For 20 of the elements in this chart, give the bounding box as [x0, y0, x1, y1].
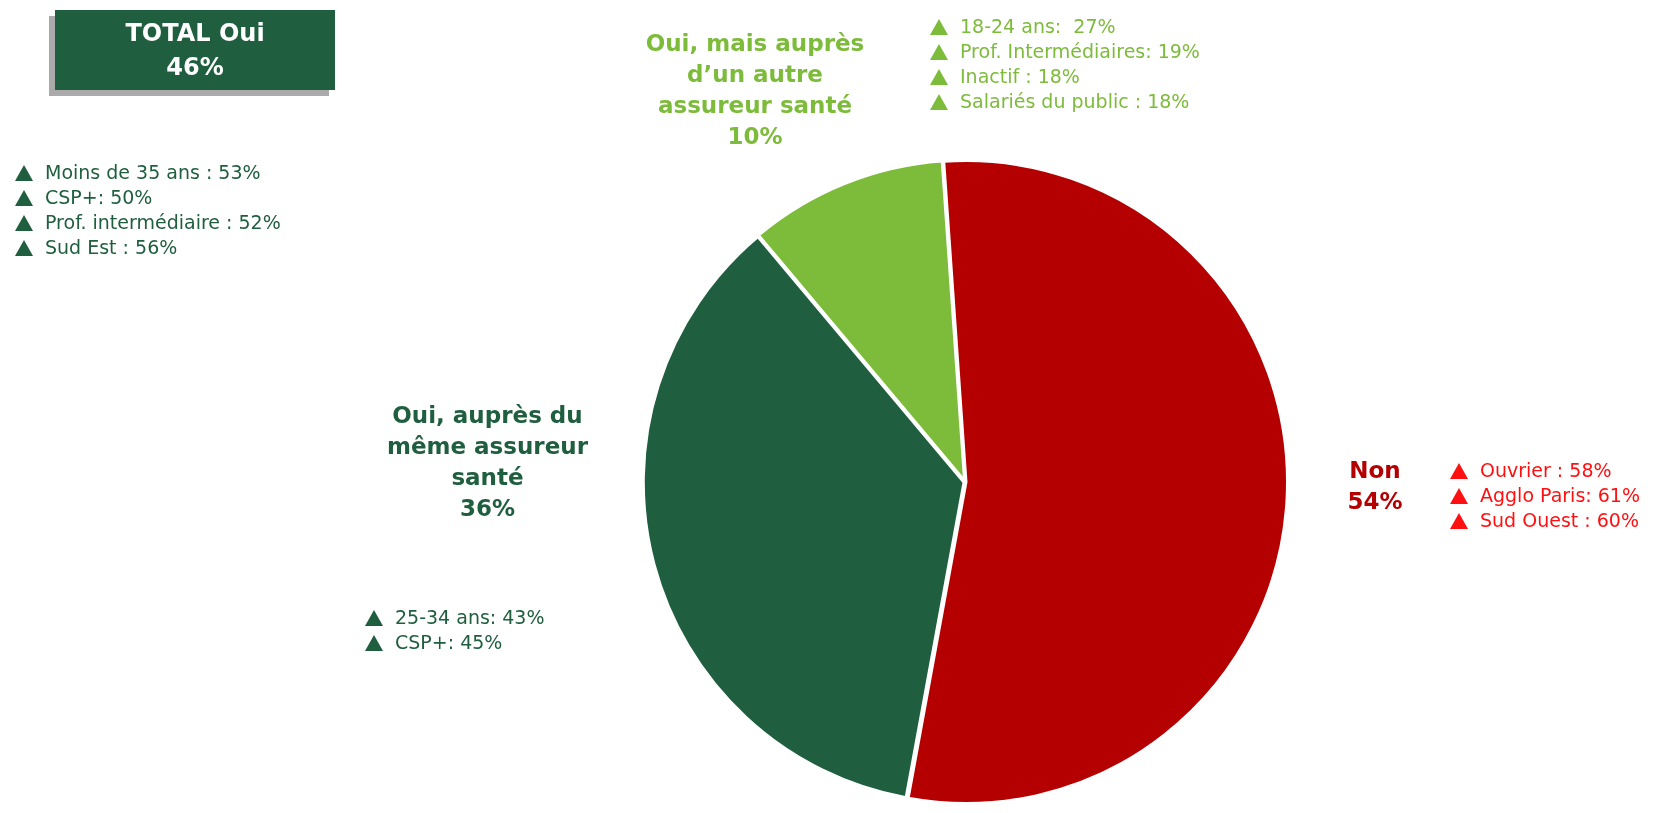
data-label: 10%: [727, 123, 783, 149]
text: Salariés du public : 18%: [960, 89, 1190, 114]
text: CSP+: 45%: [395, 630, 503, 655]
text: Sud Est : 56%: [45, 235, 178, 260]
slice-label: Non: [1349, 457, 1401, 483]
slice-label: Oui, auprès du même assureur santé: [386, 402, 589, 490]
text: Inactif : 18%: [960, 64, 1080, 89]
data-label: 36%: [459, 495, 516, 521]
text: CSP+: 50%: [45, 185, 153, 210]
text: Ouvrier : 58%: [1480, 458, 1612, 483]
text: Sud Ouest : 60%: [1480, 508, 1639, 533]
slice-label: Oui, mais auprès d’un autre assureur santé: [645, 30, 865, 118]
text: Agglo Paris: 61%: [1480, 483, 1640, 508]
text: 18-24 ans: 27%: [960, 14, 1116, 39]
text: Moins de 35 ans : 53%: [45, 160, 261, 185]
data-label: 54%: [1347, 488, 1403, 514]
text: TOTAL Oui 46%: [55, 10, 335, 90]
text: 25-34 ans: 43%: [395, 605, 545, 630]
text: Prof. intermédiaire : 52%: [45, 210, 281, 235]
text: Prof. Intermédiaires: 19%: [960, 39, 1200, 64]
